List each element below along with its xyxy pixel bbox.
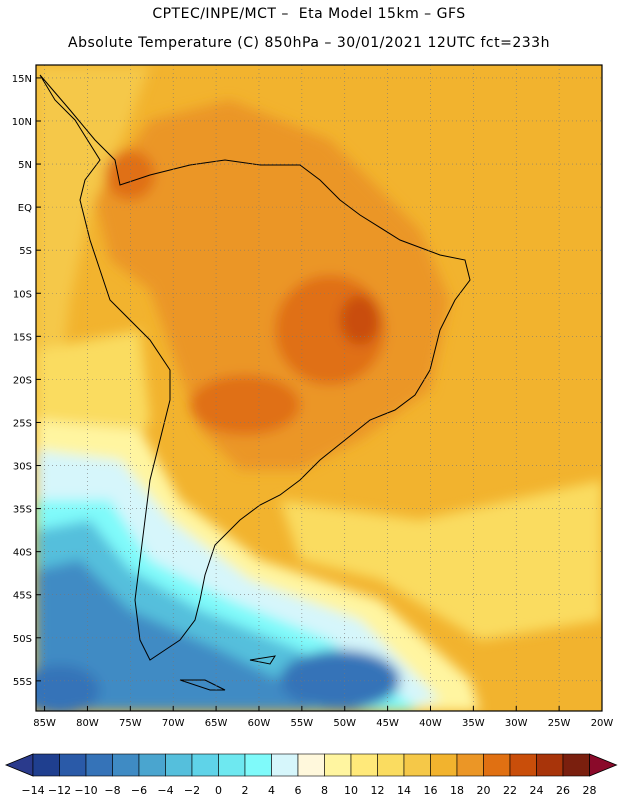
colorbar-box [483, 753, 511, 777]
colorbar-labels: −14 −12 −10 −8 −6 −4 −2 0 2 4 6 8 10 12 14 16 18 20 22 24 26… [21, 784, 596, 797]
colorbar-box [165, 753, 193, 777]
lon-label: 20W [591, 718, 614, 729]
lat-label: 50S [13, 634, 32, 645]
colorbar-label: 28 [583, 784, 597, 797]
colorbar-label: −4 [157, 784, 173, 797]
colorbar-label: −10 [74, 784, 97, 797]
lat-label: 10N [12, 117, 32, 128]
colorbar-label: 8 [321, 784, 328, 797]
field-core-chaco [190, 375, 300, 435]
lon-label: 85W [33, 718, 56, 729]
lon-label: 50W [333, 718, 356, 729]
colorbar-box [112, 753, 140, 777]
colorbar-box [562, 753, 590, 777]
lon-label: 45W [376, 718, 399, 729]
lat-label: 5S [19, 246, 32, 257]
colorbar-label: 14 [397, 784, 411, 797]
lat-label: 45S [13, 591, 32, 602]
lon-label: 75W [119, 718, 142, 729]
lon-label: 40W [419, 718, 442, 729]
colorbar-label: 22 [503, 784, 517, 797]
colorbar-box [297, 753, 325, 777]
colorbar-box [138, 753, 166, 777]
lat-label: 30S [13, 462, 32, 473]
colorbar-box [377, 753, 405, 777]
colorbar-label: 24 [530, 784, 544, 797]
colorbar-box [456, 753, 484, 777]
colorbar-under-arrow [4, 753, 34, 777]
colorbar-label: 0 [215, 784, 222, 797]
lon-label: 80W [76, 718, 99, 729]
colorbar-label: 18 [450, 784, 464, 797]
colorbar-box [271, 753, 299, 777]
field-core-inner [340, 295, 380, 345]
lon-label: 60W [248, 718, 271, 729]
field-blue [36, 560, 310, 711]
colorbar [4, 753, 618, 777]
latitude-labels: 15N 10N 5N EQ 5S 10S 15S 20S 25S 30S 35S 40S 45S 50S 5… [12, 74, 41, 688]
field-atlantic-pale [280, 480, 602, 640]
field-cold-core [280, 650, 400, 710]
colorbar-label: 4 [268, 784, 275, 797]
colorbar-box [32, 753, 60, 777]
chart-title-line2: Absolute Temperature (C) 850hPa – 30/01/… [68, 35, 550, 51]
temperature-field [36, 65, 602, 711]
colorbar-label: 10 [344, 784, 358, 797]
map-frame [35, 64, 603, 712]
colorbar-label: 2 [242, 784, 249, 797]
colorbar-box [191, 753, 219, 777]
longitude-labels: 85W 80W 75W 70W 65W 60W 55W 50W 45W 40W 35W 30W 25W 2… [33, 706, 613, 729]
lat-label: EQ [18, 203, 32, 214]
colorbar-box [324, 753, 352, 777]
colorbar-label: −12 [48, 784, 71, 797]
colorbar-label: 12 [371, 784, 385, 797]
lat-label: 55S [13, 677, 32, 688]
colorbar-label: 6 [295, 784, 302, 797]
lat-label: 15N [12, 74, 32, 85]
chart-title-line1: CPTEC/INPE/MCT – Eta Model 15km – GFS [152, 6, 466, 22]
colorbar-label: 20 [477, 784, 491, 797]
colorbar-box [218, 753, 246, 777]
coastline [39, 74, 471, 691]
lon-label: 65W [205, 718, 228, 729]
lon-label: 30W [505, 718, 528, 729]
colorbar-label: −6 [131, 784, 147, 797]
lon-label: 25W [548, 718, 571, 729]
lat-label: 15S [13, 332, 32, 343]
colorbar-label: 16 [424, 784, 438, 797]
colorbar-label: −14 [21, 784, 44, 797]
lat-label: 5N [18, 160, 32, 171]
colorbar-box [430, 753, 458, 777]
colorbar-box [403, 753, 431, 777]
colorbar-over-arrow [589, 753, 618, 777]
colorbar-label: −8 [104, 784, 120, 797]
field-continent-hot [95, 100, 450, 470]
colorbar-label: −2 [184, 784, 200, 797]
lon-label: 35W [462, 718, 485, 729]
lat-label: 20S [13, 375, 32, 386]
lat-label: 35S [13, 505, 32, 516]
field-cold-west [36, 665, 100, 711]
lat-label: 25S [13, 418, 32, 429]
colorbar-box [59, 753, 87, 777]
lon-label: 55W [291, 718, 314, 729]
colorbar-box [350, 753, 378, 777]
colorbar-box [244, 753, 272, 777]
colorbar-label: 26 [556, 784, 570, 797]
colorbar-box [85, 753, 113, 777]
field-pacific-warm [36, 65, 150, 420]
lat-label: 10S [13, 289, 32, 300]
colorbar-box [509, 753, 537, 777]
lat-label: 40S [13, 548, 32, 559]
lon-label: 70W [162, 718, 185, 729]
field-core-andes-north [105, 150, 155, 200]
colorbar-box [536, 753, 564, 777]
